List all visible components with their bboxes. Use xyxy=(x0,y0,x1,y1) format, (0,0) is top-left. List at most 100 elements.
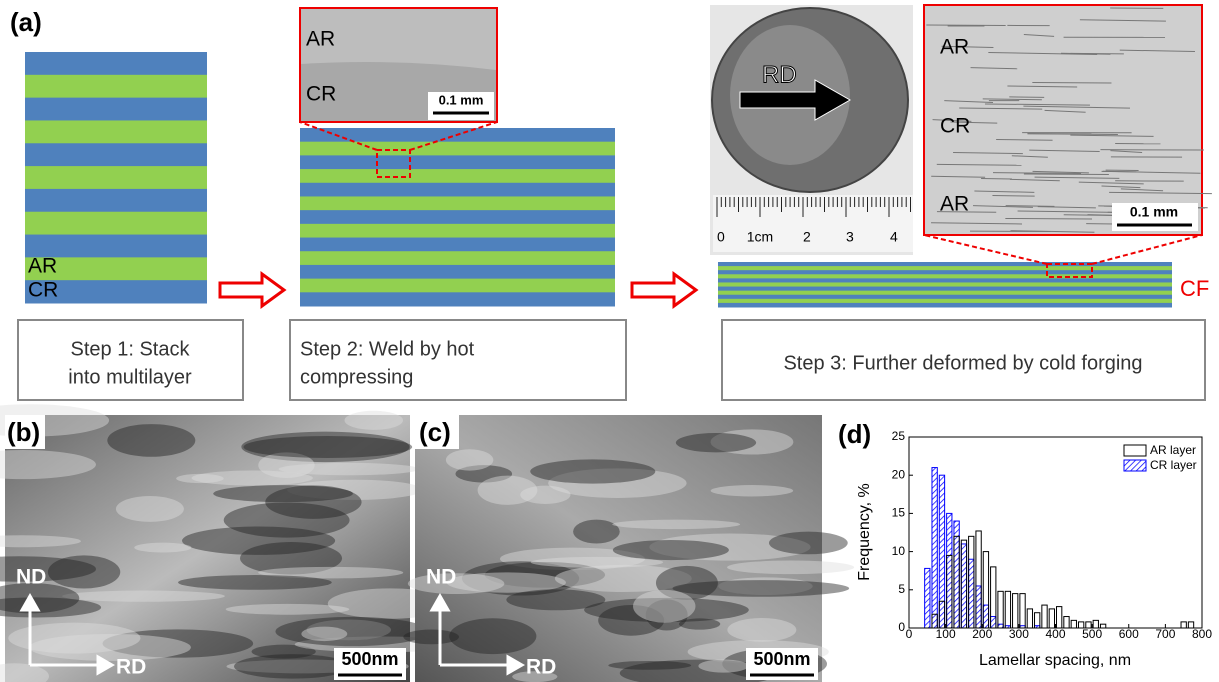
texture xyxy=(176,474,224,483)
texture xyxy=(679,618,720,629)
texture xyxy=(213,485,353,502)
layer xyxy=(300,279,615,293)
texture xyxy=(107,424,195,457)
texture xyxy=(711,485,793,496)
texture xyxy=(530,459,655,483)
zoom-lines xyxy=(924,235,1202,264)
layer xyxy=(25,189,207,212)
bar xyxy=(1013,594,1018,628)
ruler: 01cm234 xyxy=(713,195,913,252)
bar xyxy=(939,475,944,628)
y-tick-label: 0 xyxy=(898,620,905,634)
ruler-label: 1cm xyxy=(747,229,773,245)
micro-label: CR xyxy=(940,115,970,138)
texture xyxy=(116,496,184,522)
micro-label: AR xyxy=(940,36,969,59)
layer xyxy=(300,183,615,197)
bar xyxy=(932,468,937,628)
layer xyxy=(718,274,1172,279)
panel-a: (a) AR CR AR CR 0.1 mm RD 01cm234 AR CR … xyxy=(10,5,1212,400)
texture xyxy=(531,557,664,568)
texture xyxy=(612,520,740,529)
ruler-label: 0 xyxy=(717,229,725,245)
bar xyxy=(1049,609,1054,628)
legend-label: CR layer xyxy=(1150,458,1197,472)
texture xyxy=(992,196,1034,197)
layer xyxy=(300,169,615,183)
cf-label: CF xyxy=(1180,276,1209,301)
bar xyxy=(925,568,930,628)
texture xyxy=(478,476,538,505)
texture xyxy=(446,449,493,470)
scale-label: 500nm xyxy=(753,649,810,669)
bar xyxy=(1057,607,1062,628)
arrow xyxy=(632,274,696,306)
y-tick-label: 10 xyxy=(892,544,906,558)
panel-label: (a) xyxy=(10,7,42,37)
panel-d: (d) Lamellar spacing, nm Frequency, % 01… xyxy=(838,419,1212,669)
scale-label: 500nm xyxy=(341,649,398,669)
x-tick-label: 800 xyxy=(1192,627,1212,641)
bar xyxy=(947,513,952,628)
arrow xyxy=(220,274,284,306)
x-tick-label: 0 xyxy=(906,627,913,641)
y-tick-label: 20 xyxy=(892,467,906,481)
layer xyxy=(718,262,1172,267)
texture xyxy=(449,618,536,654)
texture xyxy=(633,590,695,623)
x-tick-label: 100 xyxy=(936,627,956,641)
micro-label: AR xyxy=(940,193,969,216)
bar xyxy=(1042,605,1047,628)
layer xyxy=(300,265,615,279)
bar xyxy=(961,544,966,628)
texture xyxy=(676,433,756,452)
layer xyxy=(300,238,615,252)
layer xyxy=(718,303,1172,308)
texture xyxy=(178,575,332,590)
inset-label: CR xyxy=(306,83,336,106)
cold-forged-strip xyxy=(718,262,1172,308)
step-text: Step 3: Further deformed by cold forging xyxy=(783,352,1142,374)
texture xyxy=(573,520,620,544)
layer xyxy=(25,212,207,235)
bar xyxy=(998,591,1003,628)
x-axis-title: Lamellar spacing, nm xyxy=(979,652,1131,669)
panel-label: (c) xyxy=(419,417,451,447)
texture xyxy=(275,617,429,646)
x-tick-label: 700 xyxy=(1155,627,1175,641)
scale-label: 0.1 mm xyxy=(1130,204,1178,220)
layer xyxy=(300,142,615,156)
y-tick-label: 25 xyxy=(892,429,906,443)
ruler-label: 3 xyxy=(846,229,854,245)
bar xyxy=(1020,594,1025,628)
texture xyxy=(727,561,854,575)
texture xyxy=(134,543,191,553)
figure: (a) AR CR AR CR 0.1 mm RD 01cm234 AR CR … xyxy=(0,0,1219,682)
layer xyxy=(25,98,207,121)
layer xyxy=(718,266,1172,271)
arrow-label: RD xyxy=(762,61,797,88)
panel-b: (b) ND RD 500nm xyxy=(0,404,469,682)
layer xyxy=(300,210,615,224)
axis-label: RD xyxy=(526,656,556,679)
x-tick-label: 500 xyxy=(1082,627,1102,641)
layer xyxy=(300,155,615,169)
panel-label: (b) xyxy=(7,417,40,447)
layer xyxy=(300,251,615,265)
layer xyxy=(718,299,1172,304)
layer xyxy=(718,278,1172,283)
layer xyxy=(300,292,615,306)
layer xyxy=(718,270,1172,275)
legend-swatch xyxy=(1124,460,1146,471)
bar xyxy=(976,586,981,628)
panel-c: (c) ND RD 500nm xyxy=(403,415,854,682)
texture xyxy=(279,463,420,475)
axis-label: ND xyxy=(426,566,456,589)
bar xyxy=(969,559,974,628)
y-tick-label: 15 xyxy=(892,506,906,520)
step-text: compressing xyxy=(300,366,413,388)
texture xyxy=(345,411,403,430)
y-axis-title: Frequency, % xyxy=(856,483,873,581)
layer xyxy=(25,143,207,166)
layer xyxy=(25,166,207,189)
